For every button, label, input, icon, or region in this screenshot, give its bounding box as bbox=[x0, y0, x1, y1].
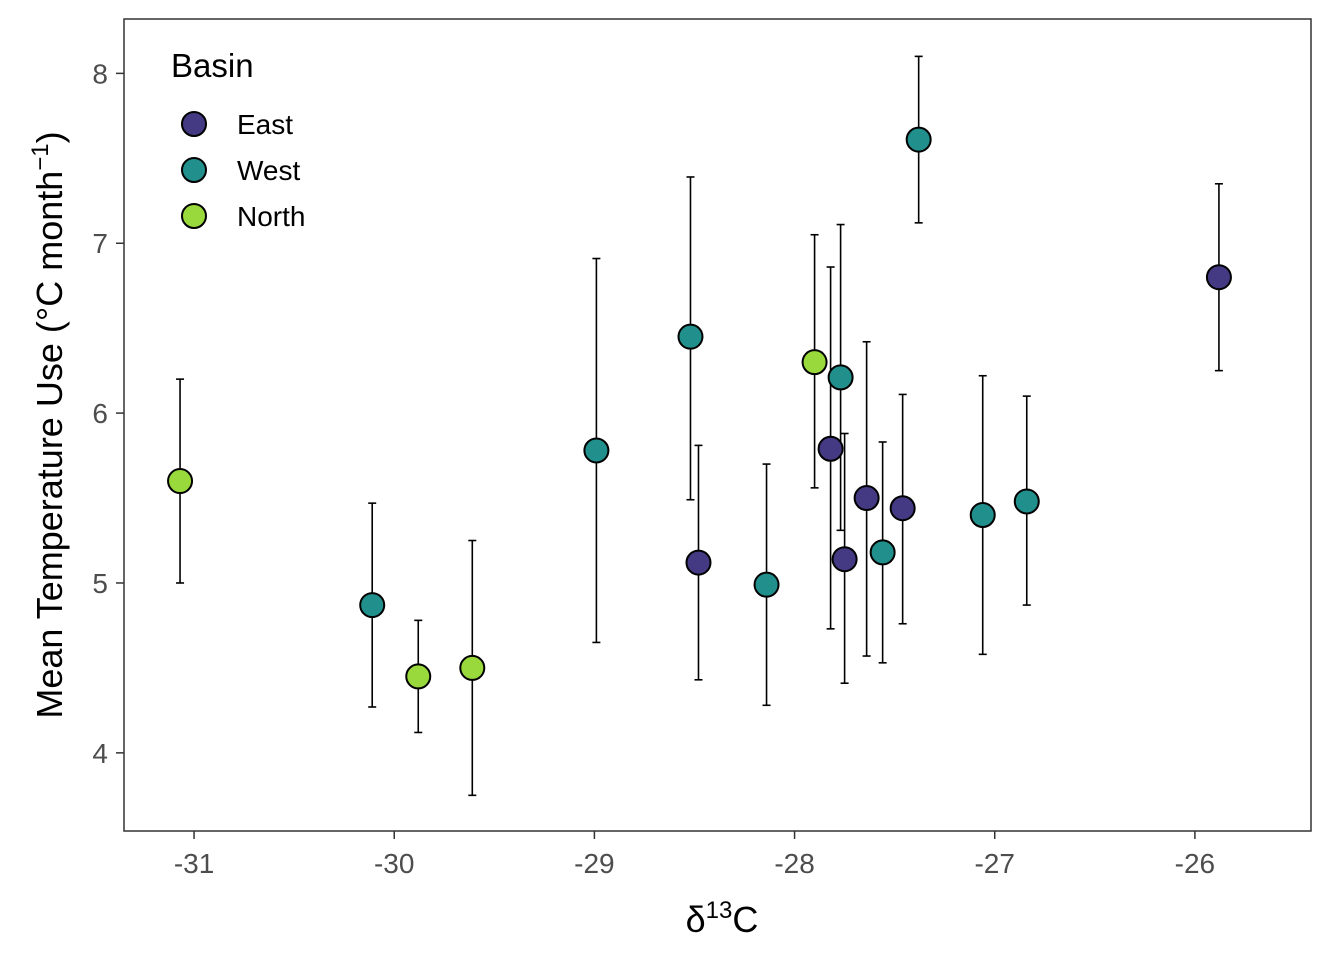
legend-key-west bbox=[181, 157, 207, 183]
point-west bbox=[869, 539, 896, 566]
y-tick-label: 7 bbox=[92, 228, 108, 259]
point-west bbox=[827, 364, 854, 391]
y-tick-label: 6 bbox=[92, 398, 108, 429]
point-east bbox=[889, 495, 916, 522]
point-west bbox=[969, 502, 996, 529]
point-east bbox=[831, 546, 858, 573]
legend: Basin East West North bbox=[171, 47, 305, 232]
point-north bbox=[167, 468, 194, 495]
y-tick-label: 4 bbox=[92, 738, 108, 769]
x-tick-label: -26 bbox=[1175, 848, 1215, 879]
x-tick-label: -30 bbox=[374, 848, 414, 879]
x-tick-label: -27 bbox=[974, 848, 1014, 879]
point-west bbox=[359, 592, 386, 619]
point-east bbox=[817, 435, 844, 462]
legend-label-east: East bbox=[237, 109, 293, 140]
x-tick-label: -29 bbox=[574, 848, 614, 879]
point-west bbox=[677, 323, 704, 350]
point-west bbox=[905, 126, 932, 153]
y-tick-label: 8 bbox=[92, 58, 108, 89]
legend-label-west: West bbox=[237, 155, 300, 186]
x-tick-label: -28 bbox=[774, 848, 814, 879]
point-west bbox=[1013, 488, 1040, 515]
data-points bbox=[167, 126, 1232, 690]
point-east bbox=[1205, 264, 1232, 291]
legend-key-north bbox=[181, 203, 207, 229]
legend-label-north: North bbox=[237, 201, 305, 232]
point-east bbox=[853, 485, 880, 512]
y-tick-label: 5 bbox=[92, 568, 108, 599]
x-tick-label: -31 bbox=[174, 848, 214, 879]
point-west bbox=[583, 437, 610, 464]
y-axis-title: Mean Temperature Use (°C month−1) bbox=[27, 131, 70, 718]
x-axis-title: δ13C bbox=[686, 897, 759, 940]
plot-panel bbox=[123, 18, 1312, 832]
x-axis: -31 -30 -29 -28 -27 -26 bbox=[174, 831, 1215, 879]
point-north bbox=[459, 654, 486, 681]
y-axis: 4 5 6 7 8 bbox=[92, 58, 124, 769]
point-east bbox=[685, 549, 712, 576]
legend-key-east bbox=[181, 111, 207, 137]
point-north bbox=[405, 663, 432, 690]
point-north bbox=[801, 349, 828, 376]
point-west bbox=[753, 571, 780, 598]
legend-title: Basin bbox=[171, 47, 254, 84]
